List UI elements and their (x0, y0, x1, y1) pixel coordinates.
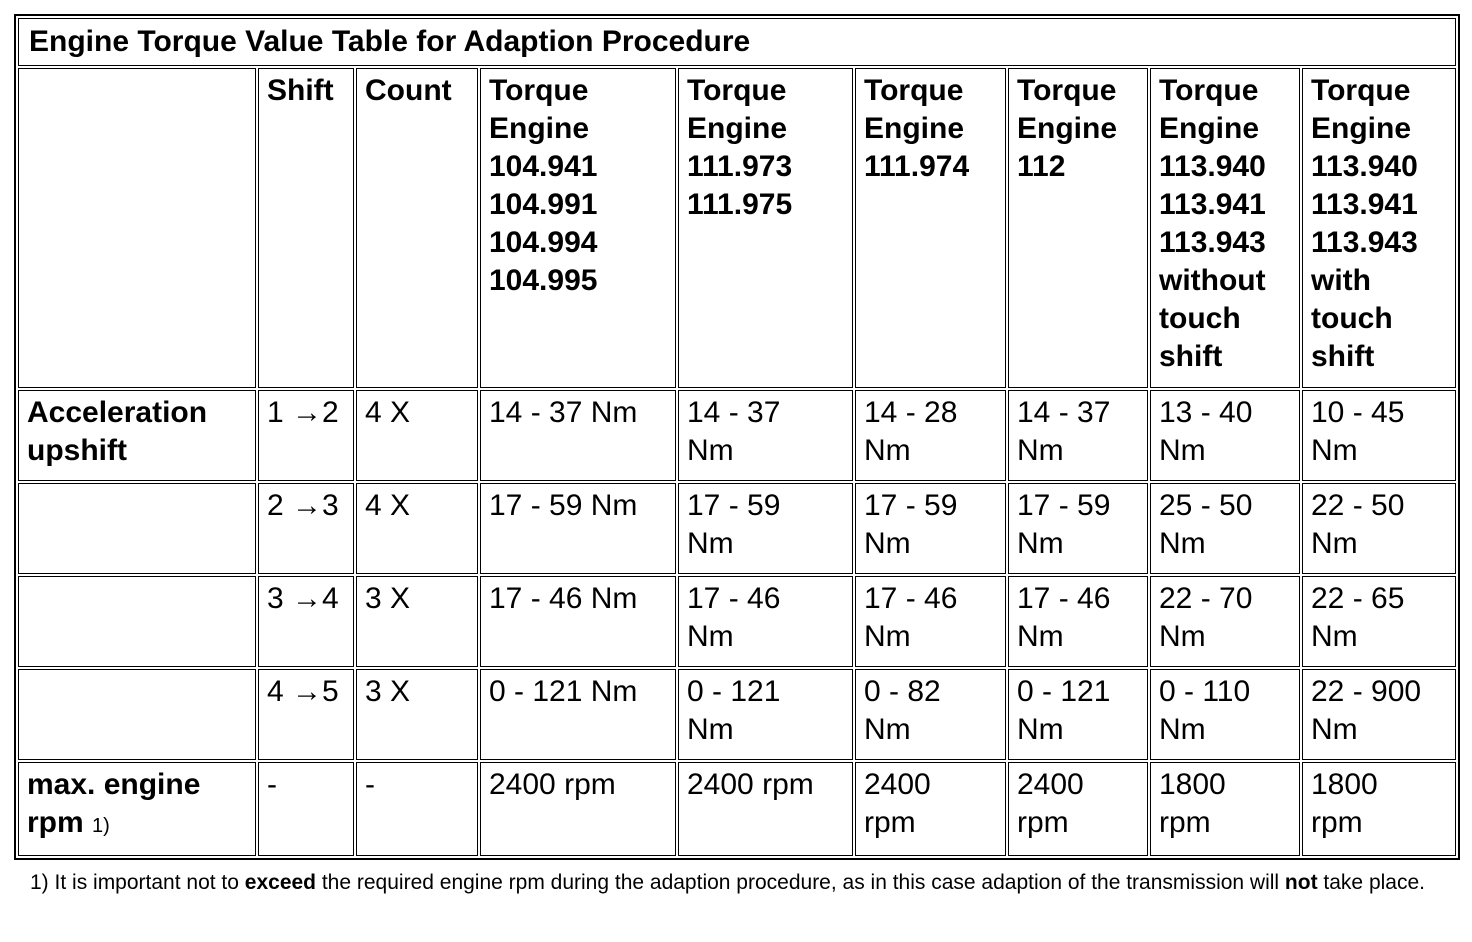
torque-cell: 17 - 46 Nm (855, 576, 1006, 667)
torque-cell: 14 - 37 Nm (678, 390, 853, 481)
torque-cell: 22 - 50 Nm (1302, 483, 1457, 574)
row-label-cell (18, 576, 256, 667)
torque-cell: 17 - 46 Nm (480, 576, 676, 667)
shift-cell: - (258, 762, 354, 856)
count-cell: 3 X (356, 576, 478, 667)
row-label-cell: max. engine rpm 1) (18, 762, 256, 856)
torque-cell: 10 - 45 Nm (1302, 390, 1457, 481)
col-header-engine-113-with-touch-shift: Torque Engine 113.940 113.941 113.943 wi… (1302, 68, 1457, 388)
table-title-cell: Engine Torque Value Table for Adaption P… (18, 18, 1457, 66)
shift-cell: 4 →5 (258, 669, 354, 760)
col-header-engine-111-973: Torque Engine 111.973 111.975 (678, 68, 853, 388)
shift-cell: 1 →2 (258, 390, 354, 481)
torque-cell: 17 - 46 Nm (678, 576, 853, 667)
torque-cell: 14 - 37 Nm (1008, 390, 1148, 481)
torque-cell: 22 - 70 Nm (1150, 576, 1300, 667)
col-header-engine-111-974: Torque Engine 111.974 (855, 68, 1006, 388)
count-cell: 3 X (356, 669, 478, 760)
footnote-text: It is important not to (48, 871, 245, 894)
torque-cell: 22 - 65 Nm (1302, 576, 1457, 667)
torque-cell: 0 - 121 Nm (480, 669, 676, 760)
table-row-max-engine-rpm: max. engine rpm 1) - - 2400 rpm 2400 rpm… (18, 762, 1457, 856)
footnote-text: take place. (1317, 871, 1425, 894)
table-row-upshift-3-4: 3 →4 3 X 17 - 46 Nm 17 - 46 Nm 17 - 46 N… (18, 576, 1457, 667)
table-title-row: Engine Torque Value Table for Adaption P… (18, 18, 1457, 66)
torque-cell: 14 - 37 Nm (480, 390, 676, 481)
table-row-upshift-4-5: 4 →5 3 X 0 - 121 Nm 0 - 121 Nm 0 - 82 Nm… (18, 669, 1457, 760)
col-header-empty (18, 68, 256, 388)
rpm-cell: 1800 rpm (1302, 762, 1457, 856)
footnote-text: the required engine rpm during the adapt… (316, 871, 1285, 894)
torque-cell: 13 - 40 Nm (1150, 390, 1300, 481)
table-header-row: Shift Count Torque Engine 104.941 104.99… (18, 68, 1457, 388)
torque-cell: 25 - 50 Nm (1150, 483, 1300, 574)
shift-cell: 2 →3 (258, 483, 354, 574)
torque-cell: 0 - 121 Nm (1008, 669, 1148, 760)
row-label: max. engine rpm (27, 768, 201, 839)
footnote-bold-not: not (1284, 871, 1318, 894)
rpm-cell: 2400 rpm (678, 762, 853, 856)
torque-cell: 0 - 121 Nm (678, 669, 853, 760)
rpm-cell: 1800 rpm (1150, 762, 1300, 856)
torque-cell: 22 - 900 Nm (1302, 669, 1457, 760)
torque-cell: 17 - 59 Nm (480, 483, 676, 574)
col-header-engine-112: Torque Engine 112 (1008, 68, 1148, 388)
col-header-engine-104: Torque Engine 104.941 104.991 104.994 10… (480, 68, 676, 388)
footnote: 1) It is important not to exceed the req… (30, 870, 1458, 896)
rpm-cell: 2400 rpm (1008, 762, 1148, 856)
count-cell: - (356, 762, 478, 856)
footnote-marker: 1) (30, 871, 49, 894)
footnote-reference-marker: 1) (92, 815, 110, 837)
rpm-cell: 2400 rpm (855, 762, 1006, 856)
table-title: Engine Torque Value Table for Adaption P… (29, 25, 751, 58)
row-label-cell (18, 483, 256, 574)
count-cell: 4 X (356, 390, 478, 481)
col-header-count: Count (356, 68, 478, 388)
torque-cell: 14 - 28 Nm (855, 390, 1006, 481)
footnote-bold-exceed: exceed (244, 871, 317, 894)
col-header-shift: Shift (258, 68, 354, 388)
row-label: Acceleration upshift (27, 396, 208, 467)
table-row-upshift-1-2: Acceleration upshift 1 →2 4 X 14 - 37 Nm… (18, 390, 1457, 481)
table-row-upshift-2-3: 2 →3 4 X 17 - 59 Nm 17 - 59 Nm 17 - 59 N… (18, 483, 1457, 574)
torque-cell: 17 - 46 Nm (1008, 576, 1148, 667)
torque-cell: 0 - 110 Nm (1150, 669, 1300, 760)
engine-torque-table: Engine Torque Value Table for Adaption P… (14, 14, 1461, 860)
col-header-engine-113-without-touch-shift: Torque Engine 113.940 113.941 113.943 wi… (1150, 68, 1300, 388)
torque-cell: 0 - 82 Nm (855, 669, 1006, 760)
torque-cell: 17 - 59 Nm (1008, 483, 1148, 574)
row-label-cell (18, 669, 256, 760)
rpm-cell: 2400 rpm (480, 762, 676, 856)
torque-cell: 17 - 59 Nm (678, 483, 853, 574)
shift-cell: 3 →4 (258, 576, 354, 667)
row-label-cell: Acceleration upshift (18, 390, 256, 481)
torque-cell: 17 - 59 Nm (855, 483, 1006, 574)
count-cell: 4 X (356, 483, 478, 574)
